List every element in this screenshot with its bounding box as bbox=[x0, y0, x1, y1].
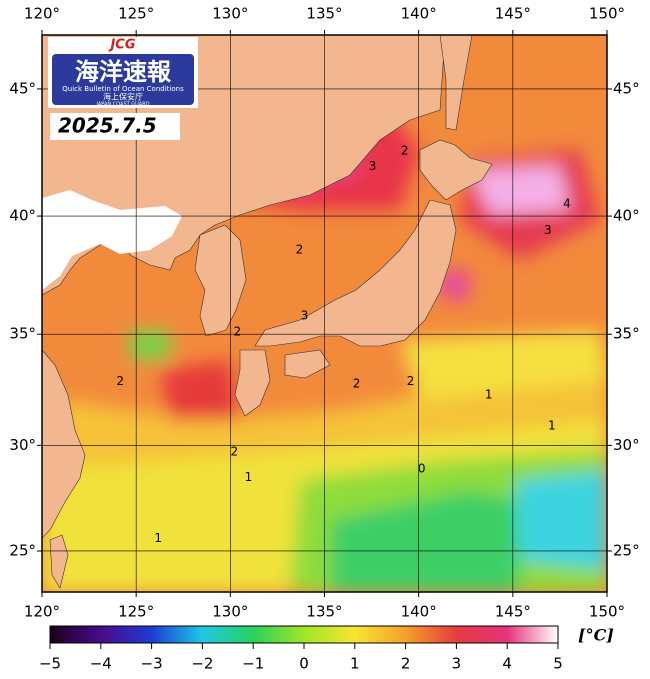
contour-label: 3 bbox=[544, 223, 552, 237]
contour-label: 1 bbox=[485, 387, 493, 401]
lat-tick-label: 45° bbox=[613, 79, 640, 97]
no-data-area bbox=[42, 190, 182, 290]
lon-tick-label: 150° bbox=[589, 603, 625, 621]
lat-tick-label: 25° bbox=[9, 541, 36, 559]
lon-tick-label: 120° bbox=[24, 603, 60, 621]
date: 2025.7.5 bbox=[58, 114, 157, 138]
contour-label: 1 bbox=[245, 470, 253, 484]
lat-tick-label: 40° bbox=[9, 207, 36, 225]
colorbar: [°C] −5 −4 −3 −2 −1 0 1 2 3 4 5 bbox=[39, 625, 614, 673]
lon-tick-label: 135° bbox=[306, 603, 342, 621]
colorbar-tick-label: −3 bbox=[141, 655, 163, 673]
colorbar-tick-label: 2 bbox=[401, 655, 411, 673]
lon-tick-label: 135° bbox=[306, 5, 342, 23]
contour-label: 2 bbox=[296, 242, 304, 256]
colorbar-unit: [°C] bbox=[578, 626, 614, 645]
lon-tick-label: 150° bbox=[589, 5, 625, 23]
colorbar-tick-label: −4 bbox=[90, 655, 112, 673]
lon-tick-label: 130° bbox=[212, 603, 248, 621]
lat-tick-label: 35° bbox=[9, 325, 36, 343]
lon-tick-label: 145° bbox=[495, 603, 531, 621]
lat-tick-label: 40° bbox=[613, 207, 640, 225]
lon-tick-label: 130° bbox=[212, 5, 248, 23]
logo-mark: JCG bbox=[107, 38, 135, 53]
colorbar-tick-label: 3 bbox=[452, 655, 462, 673]
contour-label: 2 bbox=[116, 374, 124, 388]
agency-en: JAPAN COAST GUARD bbox=[95, 102, 149, 108]
logo-title: 海洋速報 bbox=[75, 58, 172, 86]
colorbar-tick-label: 5 bbox=[553, 655, 563, 673]
agency: 海上保安庁 bbox=[103, 92, 143, 102]
lat-tick-label: 30° bbox=[613, 436, 640, 454]
lon-tick-label: 120° bbox=[24, 5, 60, 23]
lon-tick-label: 125° bbox=[118, 603, 154, 621]
lon-tick-label: 125° bbox=[118, 5, 154, 23]
map-frame bbox=[41, 34, 608, 593]
colorbar-tick-label: 1 bbox=[350, 655, 360, 673]
colorbar-scale bbox=[49, 625, 559, 644]
logo-subtitle: Quick Bulletin of Ocean Conditions bbox=[62, 85, 184, 93]
contour-label: 1 bbox=[548, 418, 556, 432]
contour-label: 4 bbox=[563, 196, 571, 210]
colorbar-tick-label: −1 bbox=[242, 655, 264, 673]
lat-tick-label: 30° bbox=[9, 436, 36, 454]
colorbar-tick-label: 4 bbox=[502, 655, 512, 673]
lat-tick-label: 45° bbox=[9, 79, 36, 97]
lon-tick-label: 145° bbox=[495, 5, 531, 23]
lon-tick-label: 140° bbox=[401, 603, 437, 621]
logo: JCG 海洋速報 Quick Bulletin of Ocean Conditi… bbox=[48, 37, 198, 108]
contour-label: 2 bbox=[353, 376, 361, 390]
colorbar-tick-label: 0 bbox=[299, 655, 309, 673]
lon-tick-label: 140° bbox=[401, 5, 437, 23]
colorbar-tick-label: −2 bbox=[191, 655, 213, 673]
logo-panel bbox=[52, 54, 194, 105]
contour-label: 3 bbox=[301, 308, 309, 322]
colorbar-tick-label: −5 bbox=[39, 655, 61, 673]
contour-label: 2 bbox=[401, 144, 409, 158]
lat-tick-label: 25° bbox=[613, 541, 640, 559]
contour-label: 3 bbox=[369, 159, 377, 173]
contour-label: 2 bbox=[230, 444, 238, 458]
contour-label: 2 bbox=[233, 324, 241, 338]
lat-tick-label: 35° bbox=[613, 325, 640, 343]
contour-label: 1 bbox=[154, 531, 162, 545]
date-box bbox=[50, 113, 180, 140]
contour-label: 0 bbox=[418, 462, 426, 476]
contour-label: 2 bbox=[407, 374, 415, 388]
